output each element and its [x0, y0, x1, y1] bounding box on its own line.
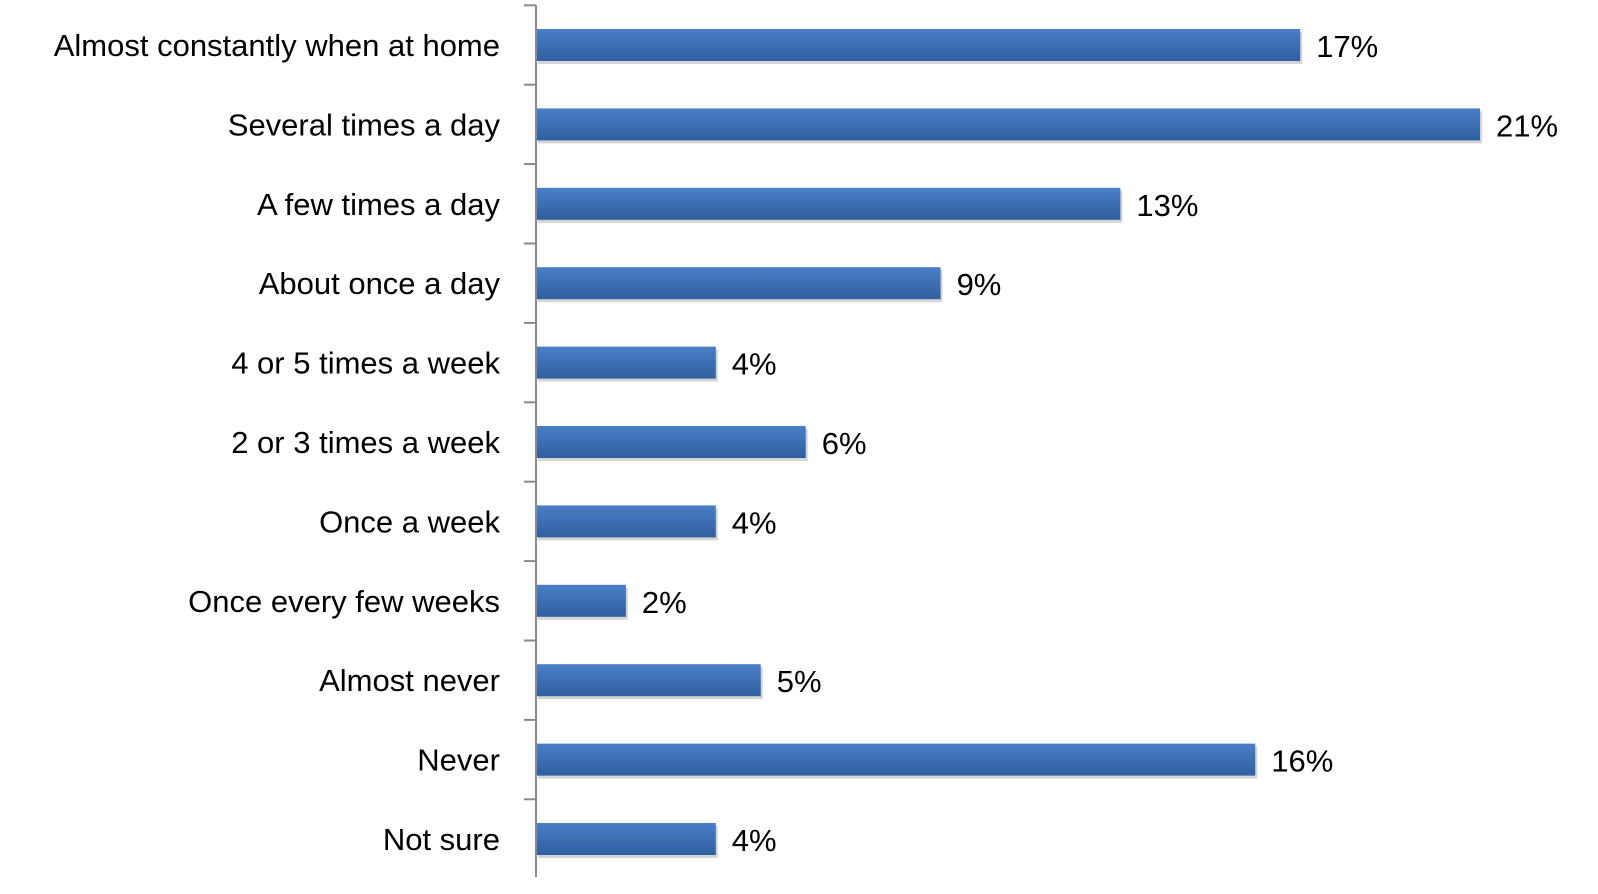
bar	[536, 346, 716, 379]
category-label: A few times a day	[257, 187, 500, 222]
category-label: Almost constantly when at home	[54, 28, 500, 63]
category-label: Once every few weeks	[188, 584, 500, 619]
category-label: Not sure	[383, 822, 500, 857]
bar	[536, 29, 1301, 61]
value-label: 17%	[1316, 29, 1378, 64]
category-axis	[524, 4, 537, 877]
value-labels: 17% 21% 13% 9% 4% 6% 4% 2% 5% 16% 4%	[642, 29, 1558, 858]
bar	[536, 108, 1480, 141]
value-label: 4%	[732, 347, 777, 382]
category-label: Never	[417, 743, 500, 778]
bar	[536, 664, 761, 697]
category-label: 4 or 5 times a week	[231, 346, 500, 381]
bar	[536, 505, 716, 538]
value-label: 21%	[1496, 108, 1558, 143]
bar	[536, 823, 716, 855]
bar	[536, 187, 1121, 220]
category-label: About once a day	[259, 266, 501, 301]
category-label: Several times a day	[228, 107, 501, 142]
value-label: 2%	[642, 585, 687, 620]
value-label: 9%	[957, 267, 1002, 302]
value-label: 4%	[732, 505, 777, 540]
bar	[536, 743, 1256, 776]
category-labels: Almost constantly when at home Several ti…	[54, 28, 501, 857]
bar	[536, 426, 806, 458]
value-label: 13%	[1136, 188, 1198, 223]
category-label: 2 or 3 times a week	[231, 425, 500, 460]
value-label: 4%	[732, 823, 777, 858]
value-label: 6%	[822, 426, 867, 461]
bar	[536, 267, 941, 300]
bars-group	[536, 29, 1480, 855]
value-label: 16%	[1271, 744, 1333, 779]
category-label: Once a week	[319, 504, 500, 539]
category-label: Almost never	[319, 663, 500, 698]
bar	[536, 584, 626, 617]
value-label: 5%	[777, 664, 822, 699]
